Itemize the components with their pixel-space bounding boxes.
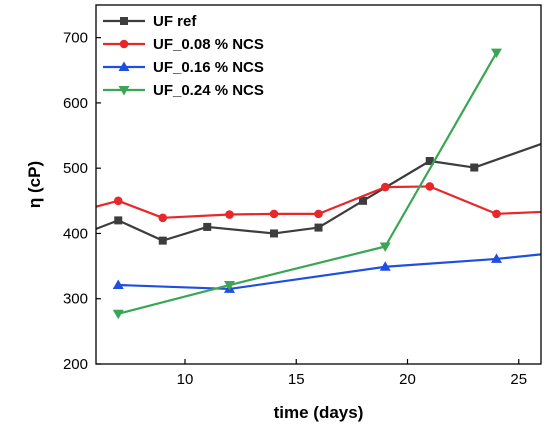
data-point [113, 196, 123, 206]
plot-frame [95, 4, 542, 365]
data-point [158, 213, 168, 223]
data-point [314, 209, 323, 219]
data-point [492, 209, 501, 219]
data-point [425, 157, 434, 166]
legend-marker [119, 39, 129, 49]
data-point [314, 223, 323, 232]
x-tick-label: 25 [510, 371, 527, 388]
legend-item-uf-0-16-ncs: UF_0.16 % NCS [103, 59, 264, 76]
legend-marker [118, 86, 130, 96]
data-point [425, 182, 435, 191]
data-point [470, 163, 479, 172]
y-tick-label: 400 [63, 225, 88, 242]
data-point [203, 222, 212, 231]
data-point [491, 253, 502, 263]
legend-label: UF_0.24 % NCS [153, 82, 264, 99]
legend-item-uf-0-08-ncs: UF_0.08 % NCS [103, 36, 264, 53]
x-axis-title: time (days) [274, 403, 364, 422]
legend-marker [120, 17, 128, 25]
data-point [224, 281, 235, 291]
legend-item-uf-ref: UF ref [103, 13, 197, 30]
legend: UF ref UF_0.08 % NCS UF_0.16 % NCS UF_0.24 … [103, 13, 264, 99]
data-point [379, 261, 391, 271]
data-point [112, 279, 124, 290]
legend-label: UF ref [153, 13, 197, 30]
x-tick-label: 10 [177, 371, 194, 388]
y-tick-label: 200 [63, 356, 88, 373]
data-point [225, 210, 234, 219]
legend-marker [118, 61, 130, 71]
chart-marks [96, 48, 541, 320]
y-tick-label: 700 [63, 30, 88, 47]
series-line [96, 185, 541, 219]
series-uf-ref [96, 142, 541, 245]
data-point [380, 182, 390, 192]
y-tick-label: 600 [63, 95, 88, 112]
series-line [96, 142, 541, 242]
x-tick-label: 15 [288, 371, 305, 388]
data-point [158, 236, 167, 245]
x-tick-label: 20 [399, 371, 416, 388]
data-point [269, 209, 279, 219]
series-line [117, 52, 498, 315]
series-uf-0-08-ncs [96, 182, 541, 223]
data-point [491, 48, 502, 59]
legend-item-uf-0-24-ncs: UF_0.24 % NCS [103, 82, 264, 99]
axis-ticks: 10 15 20 25 200 300 400 500 600 700 [63, 30, 527, 388]
legend-label: UF_0.08 % NCS [153, 36, 264, 53]
series-uf-0-24-ncs [112, 48, 502, 320]
y-tick-label: 500 [63, 160, 88, 177]
data-point [379, 242, 391, 253]
data-point [270, 229, 278, 238]
y-axis-title: η (cP) [25, 161, 44, 208]
data-point [114, 216, 123, 225]
legend-label: UF_0.16 % NCS [153, 59, 264, 76]
data-point [112, 309, 124, 320]
data-point [359, 196, 367, 205]
y-tick-label: 300 [63, 291, 88, 308]
series-uf-0-16-ncs [112, 253, 541, 293]
